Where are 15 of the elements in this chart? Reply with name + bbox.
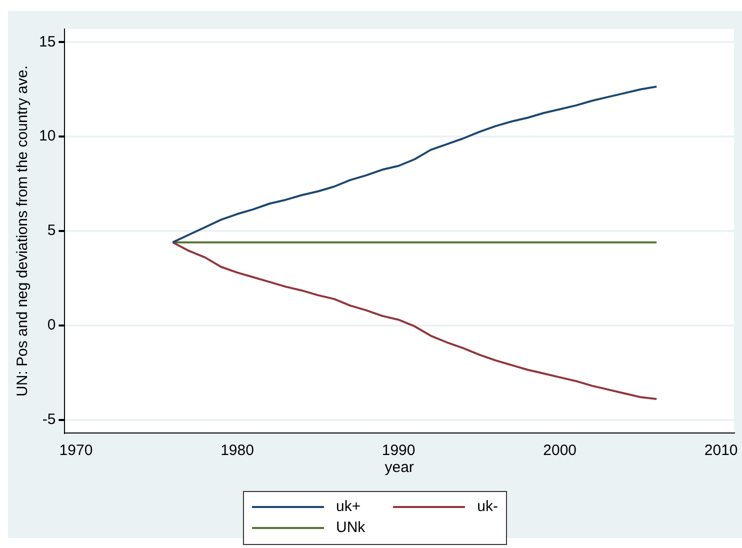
legend-label: uk- — [477, 498, 498, 515]
x-tick-label: 1970 — [59, 442, 93, 460]
y-tick-label: 10 — [38, 128, 56, 145]
y-tick-label: 0 — [47, 316, 56, 334]
x-tick-label: 1980 — [220, 442, 254, 460]
legend-label: uk+ — [336, 498, 361, 515]
legend-label: UNk — [336, 519, 366, 536]
x-tick-label: 1990 — [382, 442, 416, 460]
x-axis-title: year — [384, 459, 414, 476]
y-tick-label: -5 — [42, 410, 56, 428]
y-tick-label: 15 — [38, 33, 56, 50]
x-tick-label: 2010 — [704, 442, 738, 460]
y-axis-title: UN: Pos and neg deviations from the country ave. — [14, 65, 32, 397]
y-tick-label: 5 — [47, 222, 56, 240]
x-tick-label: 2000 — [543, 442, 577, 460]
